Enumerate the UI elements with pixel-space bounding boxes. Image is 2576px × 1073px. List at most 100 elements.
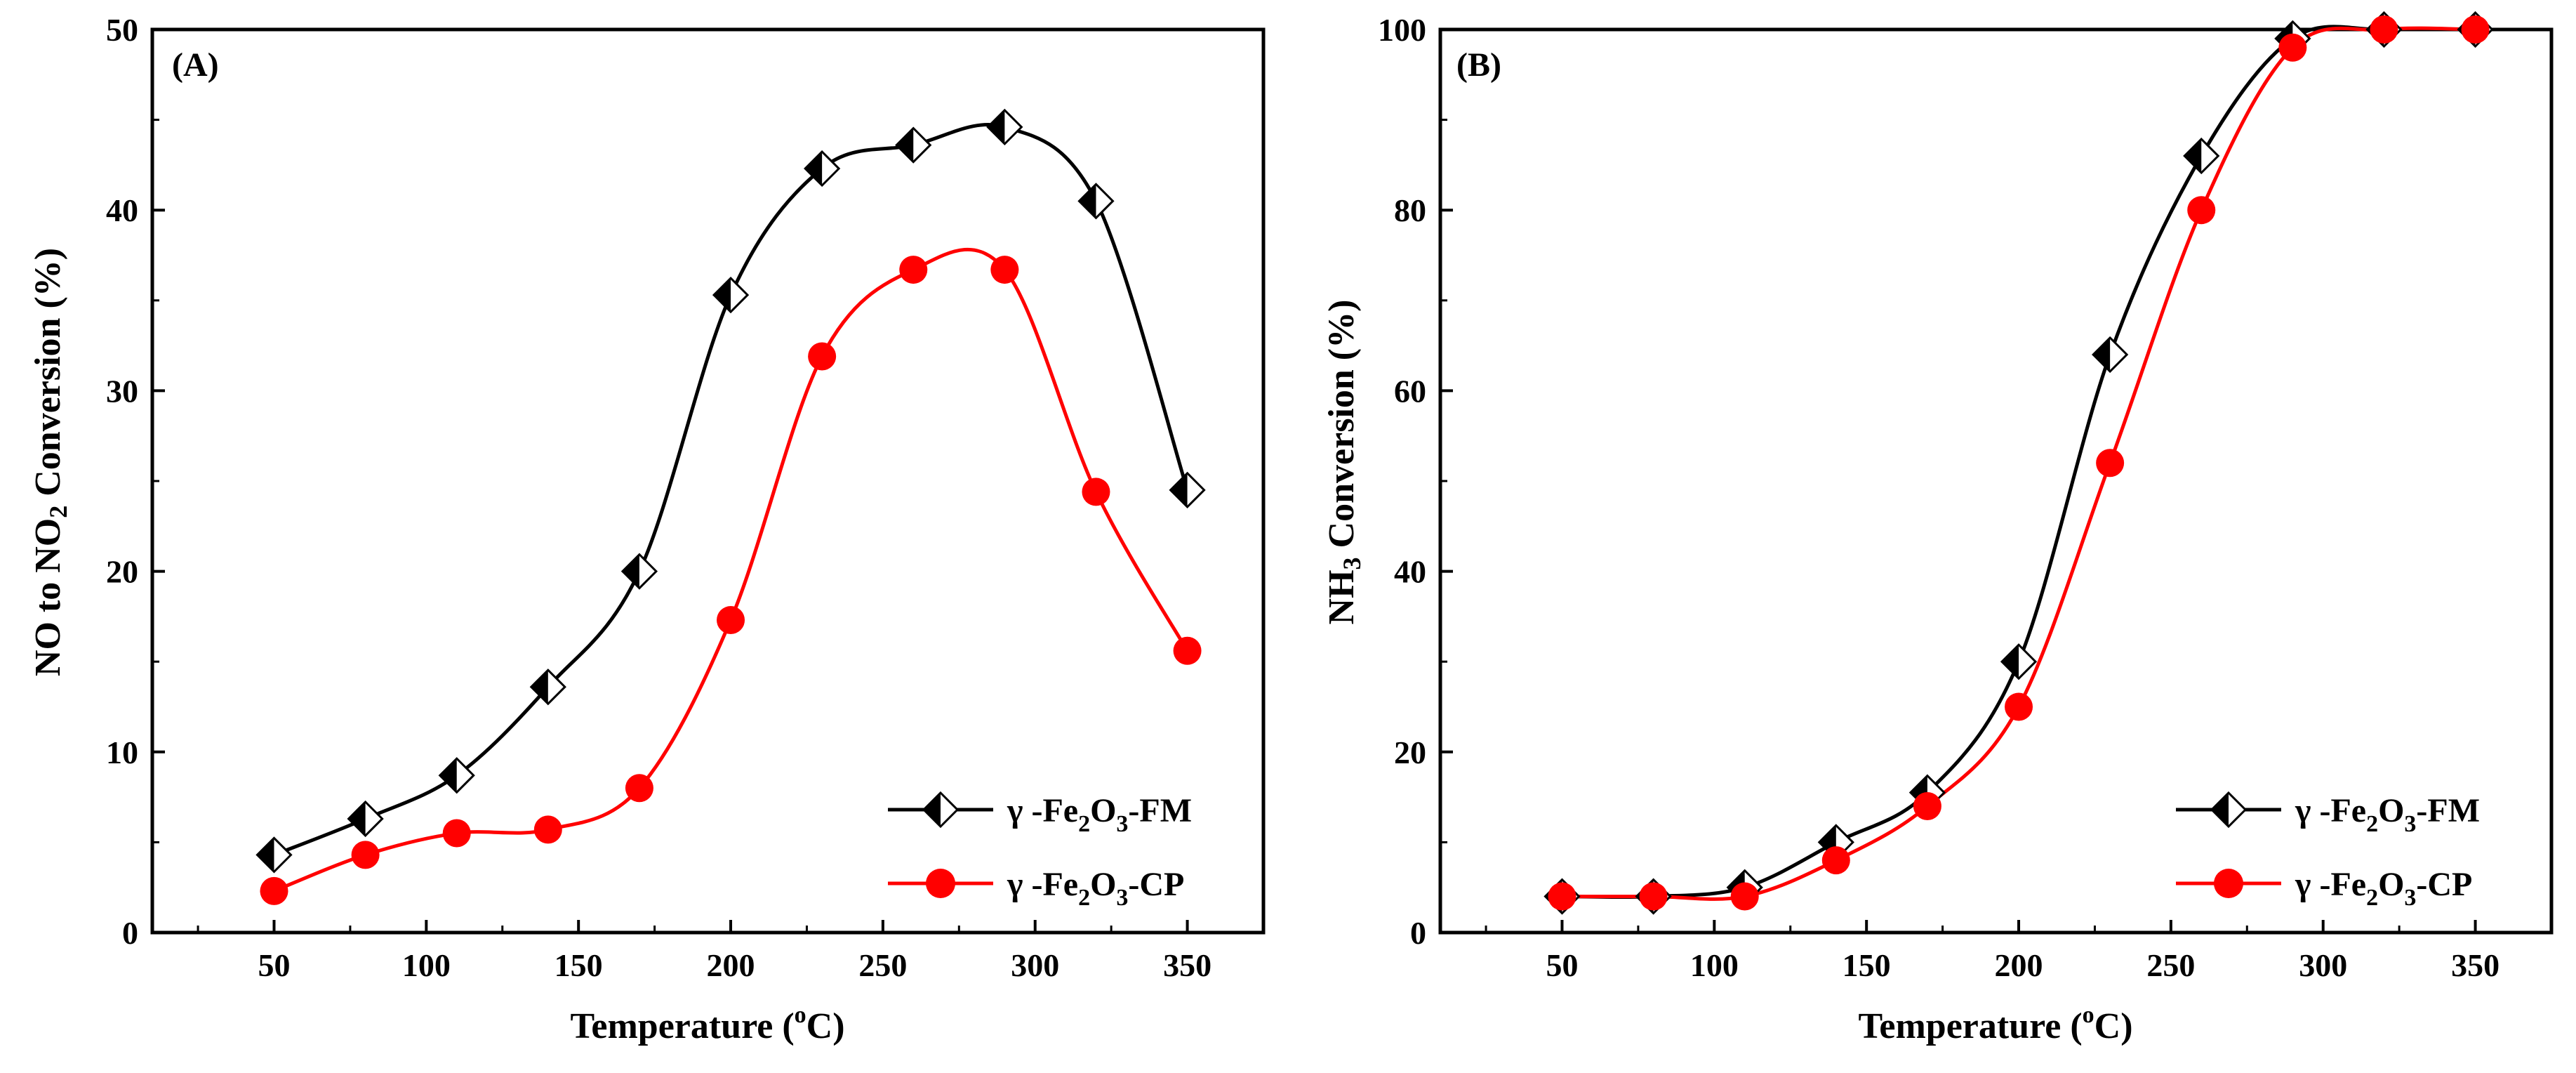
data-point <box>442 819 471 848</box>
data-point <box>1821 846 1850 875</box>
data-point-half-fill <box>622 554 639 588</box>
x-tick-label: 150 <box>1843 947 1891 983</box>
data-point-half-fill <box>348 801 366 836</box>
data-point <box>1173 636 1202 665</box>
x-tick-label: 200 <box>707 947 755 983</box>
series-markers-cp <box>1548 15 2490 911</box>
data-point-half-fill <box>805 152 823 186</box>
data-point <box>2183 137 2220 175</box>
panel-b-legend: γ -Fe2O3-FM γ -Fe2O3-CP <box>2176 791 2480 911</box>
x-tick-label: 150 <box>555 947 603 983</box>
series-markers-fm <box>255 108 1206 874</box>
data-point <box>1169 471 1206 508</box>
panel-a-legend: γ -Fe2O3-FM γ -Fe2O3-CP <box>888 791 1192 911</box>
series-line-cp <box>1562 26 2476 901</box>
data-point <box>990 256 1019 284</box>
data-point <box>804 150 841 187</box>
x-tick-label: 350 <box>1163 947 1211 983</box>
series-line-fm <box>273 122 1189 857</box>
data-point-half-fill <box>1079 184 1096 218</box>
y-tick-label: 40 <box>1394 554 1426 590</box>
data-point <box>625 774 653 803</box>
data-point-half-fill <box>2184 139 2202 173</box>
data-point-half-fill <box>1170 473 1188 507</box>
data-point <box>2187 196 2216 225</box>
data-point <box>895 126 932 164</box>
data-point <box>1639 882 1668 911</box>
data-point-half-fill <box>2093 337 2111 371</box>
y-tick-label: 100 <box>1378 12 1426 48</box>
y-tick-label: 50 <box>106 12 138 48</box>
x-tick-label: 50 <box>1546 947 1578 983</box>
y-tick-label: 0 <box>1410 915 1426 951</box>
x-tick-label: 250 <box>2146 947 2195 983</box>
y-tick-label: 20 <box>106 554 138 590</box>
panel-b-y-axis-title: NH3 Conversion (%) <box>1322 300 1366 625</box>
series-markers-cp <box>260 256 1202 905</box>
data-point <box>808 342 837 371</box>
x-tick-label: 200 <box>1995 947 2043 983</box>
data-point <box>2096 449 2125 478</box>
y-tick-label: 40 <box>106 192 138 228</box>
data-point <box>2005 692 2033 721</box>
data-point <box>2092 336 2129 374</box>
legend-cp-marker <box>926 869 955 898</box>
y-tick-label: 0 <box>122 915 138 951</box>
y-tick-label: 10 <box>106 735 138 770</box>
x-tick-label: 350 <box>2451 947 2499 983</box>
data-point <box>1913 791 1941 820</box>
data-point <box>438 757 475 794</box>
panel-b-label: (B) <box>1456 46 1501 84</box>
data-point <box>620 553 658 590</box>
legend-cp-label: γ -Fe2O3-CP <box>1007 866 1184 911</box>
data-point-half-fill <box>714 278 731 312</box>
panel-a-y-axis-title: NO to NO2 Conversion (%) <box>28 248 72 676</box>
x-tick-label: 50 <box>258 947 290 983</box>
data-point-half-fill <box>531 670 548 704</box>
legend-fm-label: γ -Fe2O3-FM <box>2295 792 2480 837</box>
panel-b-plot-layer: 50 100 150 200 250 300 350 0 20 40 60 80 100 <box>1378 11 2554 983</box>
series-line-fm <box>1562 25 2476 900</box>
data-point <box>347 800 384 838</box>
data-point <box>533 815 562 844</box>
y-tick-label: 80 <box>1394 192 1426 228</box>
data-point <box>1548 882 1576 911</box>
legend-fm-marker <box>2210 791 2248 829</box>
x-tick-label: 300 <box>1011 947 1059 983</box>
data-point <box>712 276 750 314</box>
data-point <box>2278 33 2307 62</box>
y-tick-label: 20 <box>1394 735 1426 770</box>
panel-a-label: (A) <box>172 46 219 84</box>
panel-a-x-axis-title: Temperature (oC) <box>570 1002 844 1046</box>
y-tick-label: 60 <box>1394 373 1426 409</box>
data-point <box>1082 478 1110 506</box>
x-tick-label: 100 <box>402 947 451 983</box>
legend-fm-marker <box>922 791 960 829</box>
data-point-half-fill <box>2002 645 2019 679</box>
data-point-half-fill <box>439 758 457 793</box>
data-point <box>717 606 745 635</box>
data-point <box>529 669 566 706</box>
data-point <box>986 108 1023 146</box>
x-tick-label: 100 <box>1690 947 1739 983</box>
legend-fm-label: γ -Fe2O3-FM <box>1007 792 1192 837</box>
data-point-half-fill <box>257 838 274 872</box>
data-point-half-fill <box>896 128 914 162</box>
panel-a-plot-layer: 50 100 150 200 250 300 350 0 10 20 30 40 50 <box>106 12 1266 983</box>
data-point <box>1730 882 1759 911</box>
panel-b-x-axis-title: Temperature (oC) <box>1858 1002 2132 1046</box>
data-point <box>2370 15 2398 44</box>
data-point <box>899 256 928 284</box>
panel-a: 50 100 150 200 250 300 350 0 10 20 30 40 50 (A) Temp… <box>28 12 1266 1046</box>
panel-b: 50 100 150 200 250 300 350 0 20 40 60 80 100 (B) Tem… <box>1322 11 2554 1046</box>
data-point <box>351 841 380 869</box>
data-point <box>2461 15 2490 44</box>
y-tick-label: 30 <box>106 373 138 409</box>
legend-cp-label: γ -Fe2O3-CP <box>2295 866 2472 911</box>
x-tick-label: 300 <box>2299 947 2347 983</box>
data-point-half-fill <box>988 110 1005 144</box>
data-point <box>1077 183 1115 220</box>
series-markers-fm <box>1543 11 2494 915</box>
data-point <box>260 876 288 905</box>
